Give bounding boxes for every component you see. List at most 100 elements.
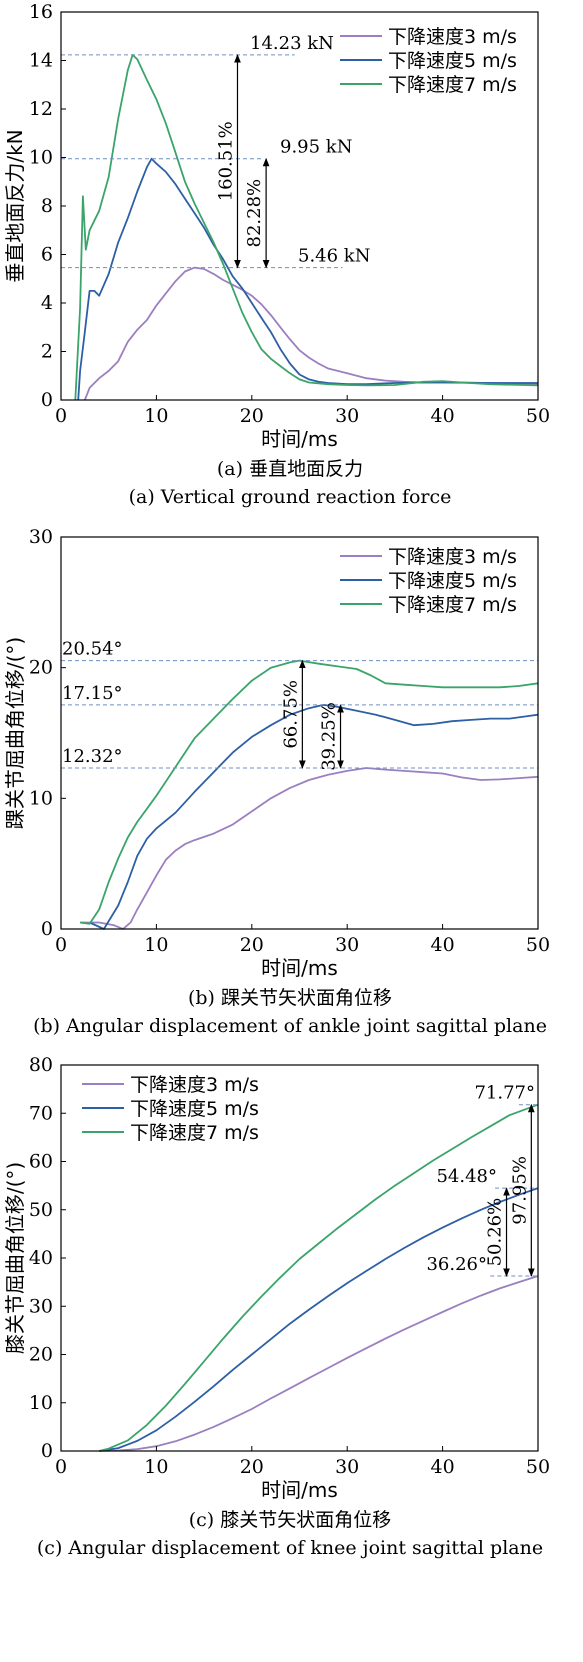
difference-label: 39.25% bbox=[319, 702, 340, 771]
series-line bbox=[74, 54, 539, 401]
legend-label: 下降速度7 m/s bbox=[388, 74, 517, 96]
y-tick-label: 6 bbox=[41, 244, 53, 266]
x-axis-label: 时间/ms bbox=[261, 1478, 338, 1502]
caption-chinese: (c) 膝关节矢状面角位移 bbox=[189, 1509, 392, 1531]
y-tick-label: 30 bbox=[29, 526, 53, 548]
y-tick-label: 50 bbox=[29, 1199, 53, 1221]
series-group bbox=[79, 659, 539, 930]
x-tick-label: 0 bbox=[55, 405, 67, 427]
series-line bbox=[99, 1187, 539, 1452]
y-tick-label: 40 bbox=[29, 1247, 53, 1269]
y-tick-label: 60 bbox=[29, 1151, 53, 1173]
y-tick-label: 14 bbox=[29, 50, 53, 72]
x-tick-label: 0 bbox=[55, 1456, 67, 1478]
caption-english: (c) Angular displacement of knee joint s… bbox=[37, 1537, 543, 1559]
y-tick-label: 20 bbox=[29, 1344, 53, 1366]
legend-label: 下降速度3 m/s bbox=[388, 546, 517, 568]
y-tick-label: 10 bbox=[29, 787, 53, 809]
tick-marks: 0 10 20 30 40 50 0 2 4 6 8 10 12 14 16 bbox=[29, 1, 550, 427]
y-tick-label: 10 bbox=[29, 147, 53, 169]
tick-marks: 0 10 20 30 40 50 0 10 20 30 40 50 60 70 80 bbox=[29, 1054, 550, 1478]
caption-chinese: (b) 踝关节矢状面角位移 bbox=[188, 987, 392, 1009]
plot-area-frame bbox=[60, 536, 539, 930]
chart-panel-a: 14.23 kN 9.95 kN 5.46 kN 160.51% 82.28% 0 10 2… bbox=[3, 1, 550, 508]
x-tick-label: 0 bbox=[55, 934, 67, 956]
tick-marks: 0 10 20 30 40 50 0 10 20 30 bbox=[29, 526, 550, 956]
y-tick-label: 0 bbox=[41, 918, 53, 940]
legend-label: 下降速度7 m/s bbox=[388, 594, 517, 616]
reference-label: 17.15° bbox=[62, 683, 123, 704]
legend-label: 下降速度5 m/s bbox=[388, 570, 517, 592]
y-tick-label: 0 bbox=[41, 1440, 53, 1462]
x-tick-label: 20 bbox=[240, 405, 264, 427]
y-tick-label: 16 bbox=[29, 1, 53, 23]
legend-label: 下降速度3 m/s bbox=[130, 1074, 259, 1096]
reference-lines: 20.54° 17.15° 12.32° 66.75% 39.25% bbox=[61, 639, 538, 771]
x-tick-label: 40 bbox=[431, 934, 455, 956]
series-line bbox=[83, 266, 539, 401]
x-tick-label: 20 bbox=[240, 934, 264, 956]
y-axis-label: 踝关节屈曲角位移/(°) bbox=[3, 637, 27, 829]
y-tick-label: 70 bbox=[29, 1102, 53, 1124]
x-tick-label: 30 bbox=[335, 934, 359, 956]
series-group bbox=[74, 54, 539, 401]
legend-label: 下降速度3 m/s bbox=[388, 26, 517, 48]
reference-label: 12.32° bbox=[62, 746, 123, 767]
x-tick-label: 30 bbox=[335, 1456, 359, 1478]
x-axis-label: 时间/ms bbox=[261, 427, 338, 451]
series-line bbox=[77, 157, 538, 401]
x-axis-label: 时间/ms bbox=[261, 956, 338, 980]
series-line bbox=[98, 1103, 539, 1452]
x-tick-label: 50 bbox=[526, 1456, 550, 1478]
chart-panel-b: 20.54° 17.15° 12.32° 66.75% 39.25% 0 10 20 30 40… bbox=[3, 526, 550, 1037]
legend-label: 下降速度5 m/s bbox=[388, 50, 517, 72]
legend-label: 下降速度7 m/s bbox=[130, 1122, 259, 1144]
reference-label: 14.23 kN bbox=[250, 33, 334, 54]
reference-lines: 14.23 kN 9.95 kN 5.46 kN 160.51% 82.28% bbox=[61, 33, 370, 269]
y-tick-label: 8 bbox=[41, 195, 53, 217]
y-tick-label: 0 bbox=[41, 389, 53, 411]
plot-area-frame bbox=[60, 11, 539, 401]
chart-panel-c: 71.77° 54.48° 36.26°50.26%97.95% 0 10 20 30 40… bbox=[3, 1054, 550, 1559]
y-tick-label: 80 bbox=[29, 1054, 53, 1076]
caption-english: (b) Angular displacement of ankle joint … bbox=[33, 1015, 547, 1037]
y-tick-label: 2 bbox=[41, 341, 53, 363]
y-tick-label: 30 bbox=[29, 1295, 53, 1317]
series-line bbox=[79, 659, 539, 925]
difference-label: 66.75% bbox=[280, 680, 301, 749]
series-line bbox=[80, 767, 539, 930]
caption-chinese: (a) 垂直地面反力 bbox=[217, 458, 363, 480]
x-tick-label: 10 bbox=[144, 934, 168, 956]
x-tick-label: 40 bbox=[431, 405, 455, 427]
reference-label: 9.95 kN bbox=[280, 137, 352, 158]
y-tick-label: 10 bbox=[29, 1392, 53, 1414]
y-tick-label: 12 bbox=[29, 98, 53, 120]
y-tick-label: 4 bbox=[41, 292, 53, 314]
reference-label: 5.46 kN bbox=[298, 246, 370, 267]
caption-english: (a) Vertical ground reaction force bbox=[129, 486, 452, 508]
y-tick-label: 20 bbox=[29, 657, 53, 679]
series-line bbox=[99, 1275, 539, 1452]
reference-lines: 71.77° 54.48° 36.26°50.26%97.95% bbox=[426, 1083, 538, 1277]
y-axis-label: 垂直地面反力/kN bbox=[3, 129, 27, 282]
x-tick-label: 50 bbox=[526, 934, 550, 956]
plot-area-frame bbox=[60, 1064, 539, 1452]
x-tick-label: 40 bbox=[431, 1456, 455, 1478]
x-tick-label: 50 bbox=[526, 405, 550, 427]
reference-label: 20.54° bbox=[62, 639, 123, 660]
reference-label: 54.48° bbox=[436, 1166, 497, 1187]
series-line bbox=[89, 704, 539, 930]
difference-label: 50.26% bbox=[485, 1198, 506, 1267]
legend-label: 下降速度5 m/s bbox=[130, 1098, 259, 1120]
y-axis-label: 膝关节屈曲角位移/(°) bbox=[3, 1162, 27, 1354]
series-group bbox=[98, 1103, 539, 1452]
difference-label: 97.95% bbox=[509, 1156, 530, 1225]
x-tick-label: 20 bbox=[240, 1456, 264, 1478]
x-tick-label: 10 bbox=[144, 1456, 168, 1478]
x-tick-label: 30 bbox=[335, 405, 359, 427]
difference-label: 82.28% bbox=[244, 179, 265, 248]
